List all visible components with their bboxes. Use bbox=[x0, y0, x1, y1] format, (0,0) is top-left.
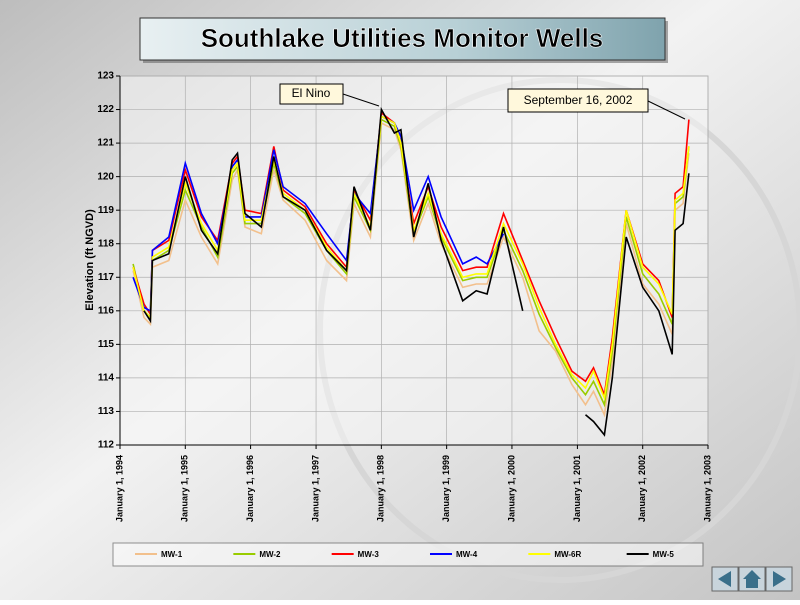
y-tick-label: 123 bbox=[97, 71, 114, 82]
nav-buttons bbox=[711, 566, 793, 592]
x-tick-label: January 1, 1996 bbox=[245, 455, 255, 522]
axes: 112 113 114 115 116 117 118 119 120 121 122 123 Janu… bbox=[97, 71, 712, 522]
x-tick-label: January 1, 2001 bbox=[572, 455, 582, 522]
legend-label: MW-1 bbox=[161, 550, 183, 559]
legend-label: MW-5 bbox=[653, 550, 675, 559]
annotation: September 16, 2002 bbox=[524, 93, 633, 107]
back-icon bbox=[718, 571, 731, 587]
chart-title: Southlake Utilities Monitor Wells bbox=[201, 23, 604, 53]
y-tick-label: 117 bbox=[98, 272, 115, 283]
x-tick-label: January 1, 1998 bbox=[376, 455, 386, 522]
x-tick-label: January 1, 1997 bbox=[310, 455, 320, 522]
legend-label: MW-4 bbox=[456, 550, 478, 559]
y-tick-label: 119 bbox=[98, 205, 115, 216]
title-box bbox=[139, 17, 666, 61]
annotation-arrow bbox=[647, 100, 686, 120]
x-tick-label: January 1, 1995 bbox=[180, 455, 190, 522]
x-tick-label: January 1, 2000 bbox=[506, 455, 516, 522]
series-line bbox=[132, 115, 505, 313]
legend: MW-1 MW-2 MW-3 MW-4 MW-6R MW-5 bbox=[135, 550, 674, 559]
y-tick-label: 113 bbox=[98, 406, 115, 417]
annotation-box bbox=[507, 88, 649, 113]
y-tick-label: 118 bbox=[98, 238, 115, 249]
x-tick-label: January 1, 2002 bbox=[637, 455, 647, 522]
x-tick-label: January 1, 2003 bbox=[702, 455, 712, 522]
x-tick-label: January 1, 1994 bbox=[114, 455, 124, 522]
legend-label: MW-3 bbox=[358, 550, 380, 559]
next-icon bbox=[773, 571, 786, 587]
y-tick-label: 122 bbox=[97, 104, 114, 115]
home-icon bbox=[743, 570, 761, 588]
y-tick-label: 115 bbox=[98, 339, 115, 350]
plot-area bbox=[119, 75, 709, 446]
annotation-box bbox=[279, 83, 344, 105]
legend-label: MW-2 bbox=[259, 550, 281, 559]
annotation: El Nino bbox=[292, 86, 331, 100]
legend-label: MW-6R bbox=[554, 550, 581, 559]
x-tick-label: January 1, 1999 bbox=[441, 455, 451, 522]
legend-box bbox=[112, 542, 704, 567]
y-tick-label: 112 bbox=[98, 440, 115, 451]
y-tick-label: 121 bbox=[97, 138, 114, 149]
y-tick-label: 120 bbox=[97, 171, 114, 182]
series-line bbox=[143, 106, 690, 437]
annotation-arrow bbox=[342, 93, 380, 107]
y-tick-label: 114 bbox=[98, 373, 115, 384]
y-axis-title: Elevation (ft NGVD) bbox=[84, 209, 96, 311]
lines bbox=[132, 106, 690, 437]
y-tick-label: 116 bbox=[98, 305, 115, 316]
